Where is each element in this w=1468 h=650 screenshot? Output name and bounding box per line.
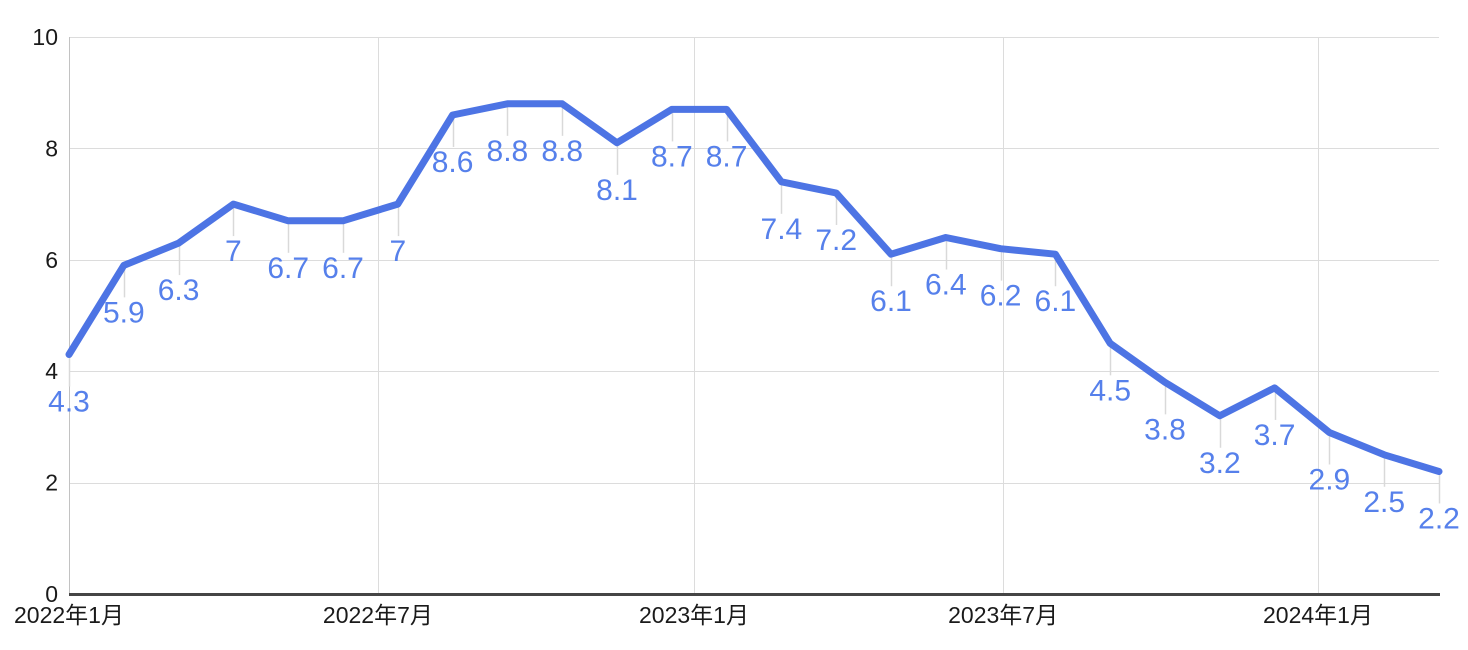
- data-label: 3.8: [1144, 413, 1186, 446]
- y-axis-tick-label: 8: [45, 135, 58, 161]
- data-label: 2.5: [1363, 486, 1405, 519]
- x-axis-tick-label: 2022年1月: [14, 602, 124, 628]
- data-label: 7.2: [815, 224, 857, 257]
- x-axis-tick-label: 2022年7月: [323, 602, 433, 628]
- data-label: 8.8: [487, 135, 529, 168]
- data-label: 6.7: [322, 252, 364, 285]
- y-axis-tick-label: 6: [45, 247, 58, 273]
- y-axis-tick-label: 0: [45, 581, 58, 607]
- data-label: 6.3: [158, 274, 200, 307]
- data-label: 3.7: [1254, 419, 1296, 452]
- data-label: 4.3: [48, 386, 90, 419]
- data-label: 8.1: [596, 174, 638, 207]
- data-label: 3.2: [1199, 447, 1241, 480]
- data-label: 7.4: [761, 213, 803, 246]
- x-axis-tick-label: 2023年7月: [948, 602, 1058, 628]
- data-label: 8.7: [706, 140, 748, 173]
- data-label: 5.9: [103, 296, 145, 329]
- data-label: 2.9: [1309, 464, 1351, 497]
- y-axis-tick-label: 10: [32, 24, 58, 50]
- data-label: 4.5: [1089, 374, 1131, 407]
- data-label: 8.6: [432, 146, 474, 179]
- x-axis-tick-label: 2023年1月: [639, 602, 749, 628]
- x-axis-tick-label: 2024年1月: [1263, 602, 1373, 628]
- data-label: 7: [225, 235, 242, 268]
- data-label: 8.7: [651, 140, 693, 173]
- data-label: 6.2: [980, 280, 1022, 313]
- series-line: [65, 100, 1443, 475]
- y-axis-tick-label: 4: [45, 358, 58, 384]
- data-label: 6.1: [1035, 285, 1077, 318]
- data-label: 7: [389, 235, 406, 268]
- data-label: 6.1: [870, 285, 912, 318]
- data-label: 2.2: [1418, 503, 1460, 536]
- data-label: 6.4: [925, 269, 967, 302]
- data-label: 8.8: [541, 135, 583, 168]
- data-label: 6.7: [267, 252, 309, 285]
- y-axis-tick-label: 2: [45, 470, 58, 496]
